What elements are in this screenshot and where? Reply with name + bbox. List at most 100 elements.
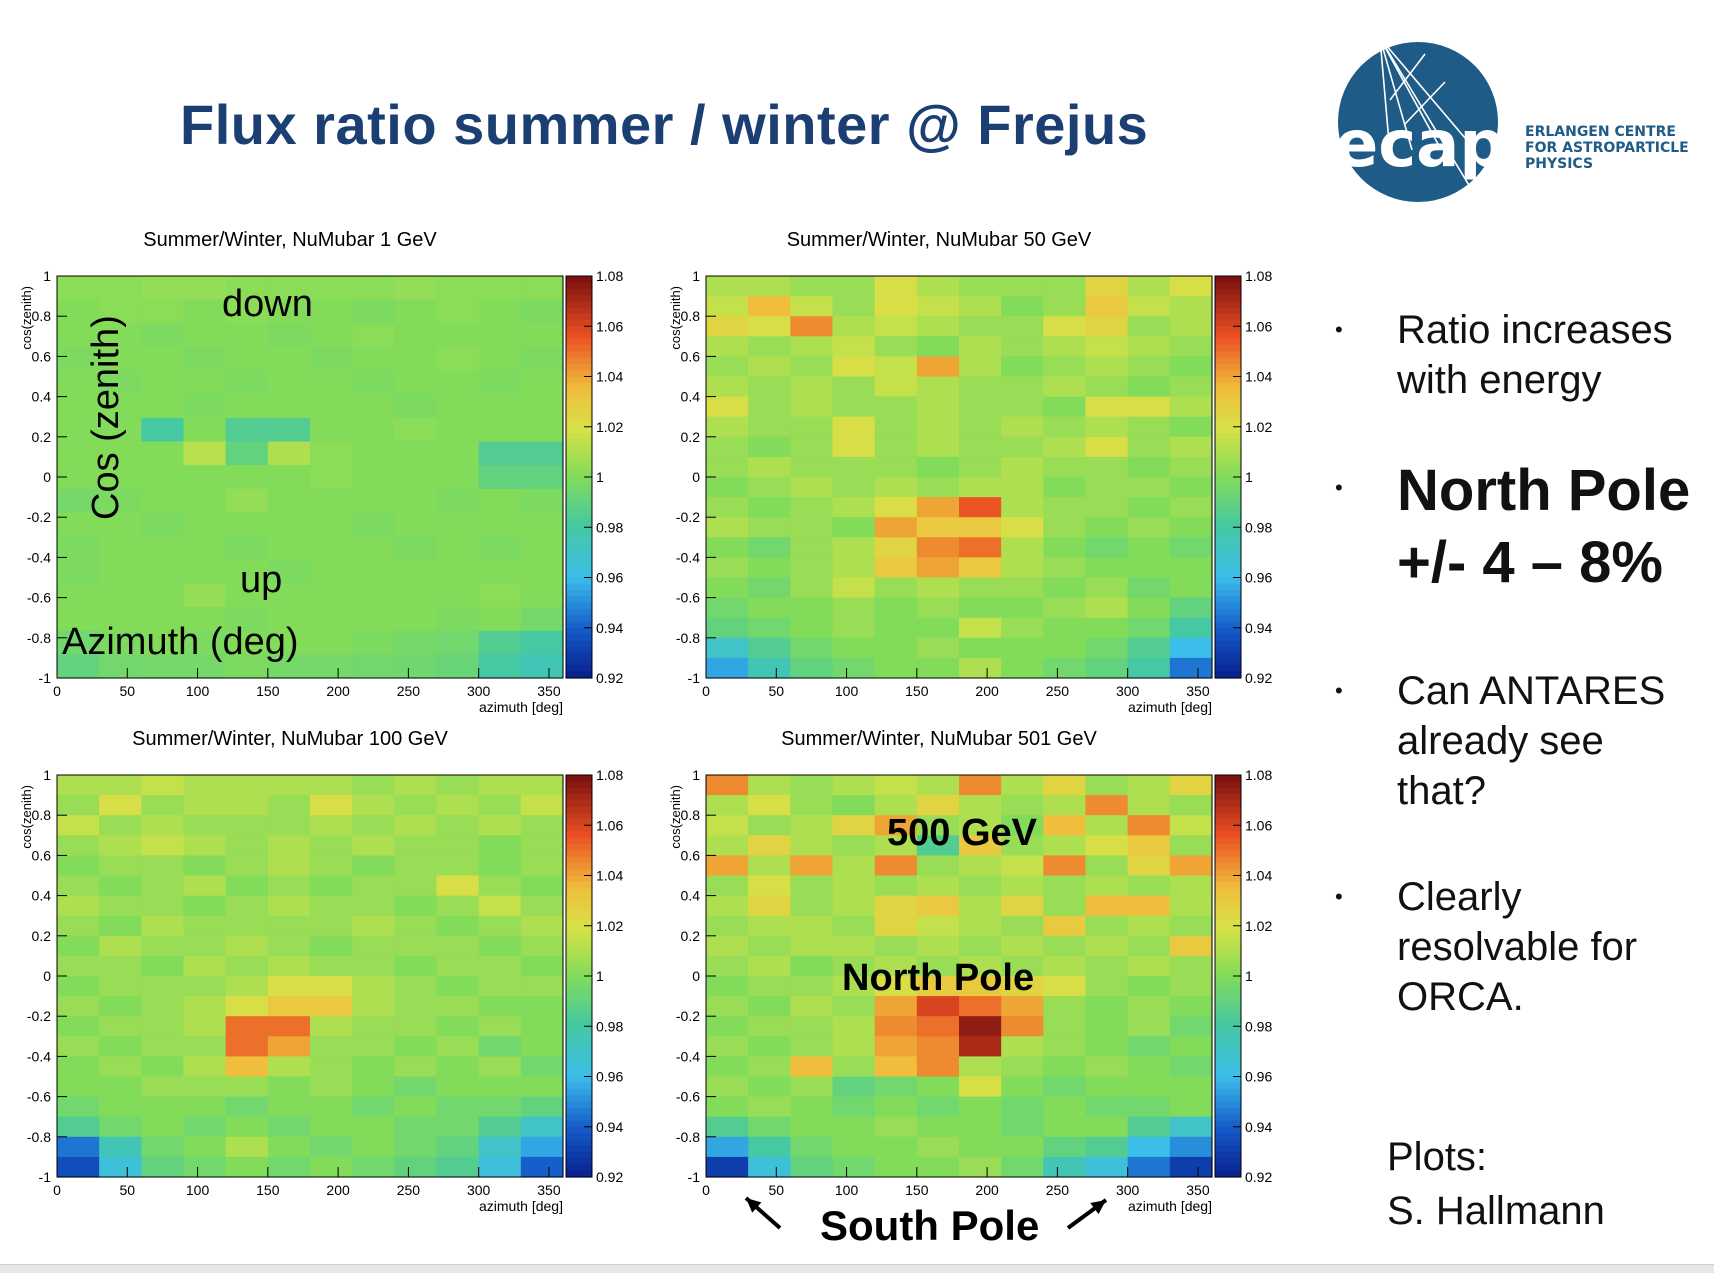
heatmap-cell <box>1043 497 1087 518</box>
heatmap-cell <box>520 895 564 917</box>
heatmap-cell <box>436 394 480 419</box>
plot-annotation: North Pole <box>842 957 1034 999</box>
heatmap-cell <box>832 935 876 957</box>
y-tick-label: -0.6 <box>676 1089 700 1105</box>
heatmap-cell <box>1085 1136 1129 1158</box>
heatmap-cell <box>1169 477 1213 498</box>
colorbar-segment <box>566 420 592 428</box>
heatmap-cell <box>183 323 227 348</box>
x-axis-label: azimuth [deg] <box>1128 699 1212 715</box>
bullet-dot: • <box>1335 317 1343 342</box>
heatmap-cell <box>959 617 1002 639</box>
heatmap-cell <box>1127 1056 1171 1078</box>
heatmap-cell <box>267 775 311 796</box>
colorbar-segment <box>566 932 592 939</box>
colorbar-segment <box>1215 850 1241 858</box>
heatmap-cell <box>1127 517 1171 538</box>
heatmap-cell <box>57 441 100 466</box>
heatmap-cell <box>141 1016 185 1037</box>
heatmap-cell <box>1127 336 1171 357</box>
heatmap-cell <box>436 512 480 537</box>
heatmap-cell <box>267 835 311 856</box>
colorbar-tick-label: 1.04 <box>596 369 623 385</box>
heatmap-cell <box>832 835 876 856</box>
heatmap-cell <box>394 1016 438 1037</box>
heatmap-cell <box>748 617 791 639</box>
heatmap-cell <box>141 1096 185 1118</box>
colorbar-segment <box>566 1101 592 1109</box>
heatmap-cell <box>436 795 480 816</box>
heatmap-cell <box>1001 557 1044 579</box>
heatmap-cell <box>832 657 876 679</box>
heatmap-cell <box>1043 376 1087 398</box>
heatmap-cell <box>352 795 395 816</box>
heatmap-cell <box>1127 296 1171 317</box>
heatmap-cell <box>1001 276 1044 297</box>
colorbar-segment <box>566 634 592 641</box>
heatmap-cell <box>99 607 142 632</box>
colorbar-segment <box>566 1089 592 1096</box>
heatmap-cell <box>1127 1116 1171 1138</box>
heatmap-cell <box>959 316 1002 337</box>
heatmap-cell <box>706 537 749 558</box>
heatmap-cell <box>352 536 395 561</box>
heatmap-cell <box>916 537 960 558</box>
heatmap-cell <box>959 1116 1002 1138</box>
colorbar-segment <box>566 1133 592 1140</box>
heatmap-cell <box>225 915 269 937</box>
heatmap-cell <box>99 1056 142 1078</box>
heatmap-cell <box>267 855 311 877</box>
y-tick-label: 0.4 <box>681 389 701 405</box>
colorbar-segment <box>1215 906 1241 914</box>
heatmap-cell <box>225 935 269 957</box>
heatmap-cell <box>1085 835 1129 856</box>
heatmap-cell <box>310 536 353 561</box>
colorbar-segment <box>566 900 592 908</box>
heatmap-cell <box>267 417 311 443</box>
colorbar-segment <box>566 382 592 390</box>
heatmap-cell <box>436 299 480 324</box>
heatmap-cell <box>141 417 185 443</box>
heatmap-cell <box>352 915 395 937</box>
colorbar-segment <box>566 894 592 902</box>
heatmap-cell <box>1085 537 1129 558</box>
heatmap-cell <box>1127 895 1171 917</box>
heatmap-cell <box>225 465 269 490</box>
y-tick-label: -0.4 <box>676 1048 700 1064</box>
heatmap-cell <box>706 1076 749 1098</box>
colorbar-segment <box>1215 307 1241 315</box>
logo-line: ERLANGEN CENTRE <box>1525 124 1676 140</box>
heatmap-cell <box>436 346 480 372</box>
heatmap-cell <box>394 1096 438 1118</box>
colorbar-segment <box>1215 1057 1241 1065</box>
heatmap-cell <box>790 577 834 599</box>
heatmap-cell <box>267 370 311 395</box>
y-tick-label: 0.6 <box>681 847 701 863</box>
heatmap-cell <box>478 654 522 679</box>
heatmap-cell <box>874 537 918 558</box>
colorbar-segment <box>566 994 592 1002</box>
heatmap-cell <box>352 1056 395 1078</box>
heatmap-cell <box>352 512 395 537</box>
heatmap-cell <box>99 775 142 796</box>
heatmap-cell <box>478 394 522 419</box>
heatmap-cell <box>1085 1156 1129 1178</box>
heatmap-cell <box>916 1116 960 1138</box>
heatmap-cell <box>1001 1036 1044 1057</box>
heatmap-cell <box>832 775 876 796</box>
heatmap-cell <box>225 488 269 514</box>
heatmap-cell <box>916 276 960 297</box>
heatmap-cell <box>183 795 227 816</box>
heatmap-cell <box>141 299 185 324</box>
heatmap-cell <box>310 935 353 957</box>
y-tick-label: -0.8 <box>27 630 51 646</box>
heatmap-cell <box>1169 1136 1213 1158</box>
colorbar-segment <box>1215 445 1241 453</box>
y-tick-label: 0.2 <box>681 928 701 944</box>
heatmap-cell <box>959 915 1002 937</box>
heatmap-cell <box>1085 456 1129 478</box>
heatmap-cell <box>706 1096 749 1118</box>
heatmap-cell <box>310 1016 353 1037</box>
heatmap-cell <box>267 1016 311 1037</box>
heatmap-cell <box>183 559 227 585</box>
